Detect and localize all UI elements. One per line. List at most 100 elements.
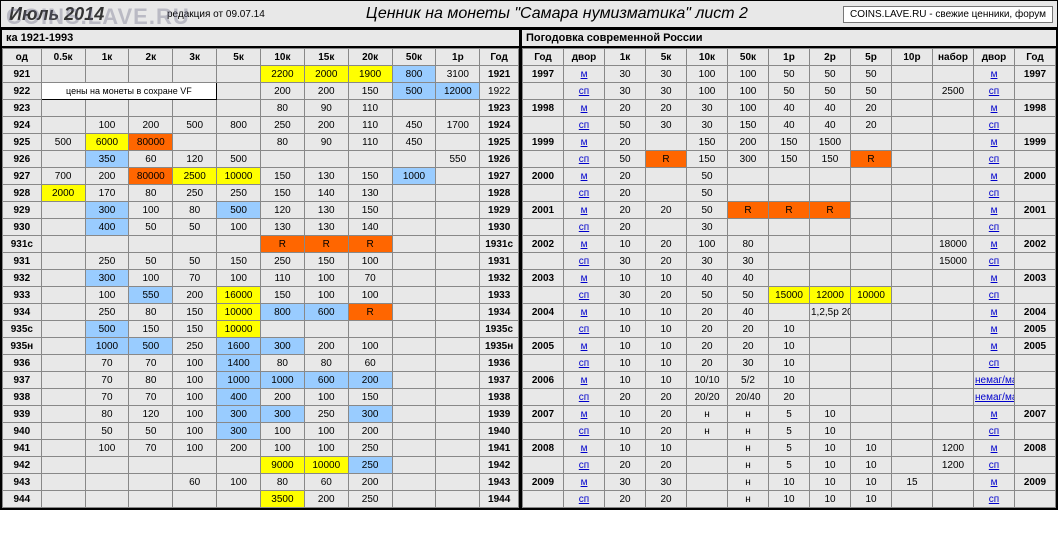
data-cell [260,321,304,338]
data-cell: 80 [173,202,217,219]
data-cell: 100 [687,66,728,83]
data-cell [392,440,436,457]
data-cell: 80000 [129,134,173,151]
data-cell: 300 [728,151,769,168]
data-cell: 40 [810,117,851,134]
data-cell: 40 [769,100,810,117]
data-cell: 120 [260,202,304,219]
data-cell: 60 [348,355,392,372]
data-cell [436,287,480,304]
table-row: 935н100050025016003002001001935н [3,338,519,355]
data-cell [933,304,974,321]
data-cell: 150 [348,83,392,100]
data-cell: 15000 [769,287,810,304]
data-cell: 10 [605,355,646,372]
col-header: 50к [392,49,436,66]
data-cell [933,474,974,491]
data-cell [436,321,480,338]
data-cell: 100 [728,83,769,100]
mint-cell: сп [564,491,605,508]
data-cell: 20 [646,236,687,253]
data-cell: 1998 [1015,100,1056,117]
data-cell [851,389,892,406]
data-cell [892,202,933,219]
table-row: 9342508015010000800600R1934 [3,304,519,321]
data-cell [810,185,851,202]
data-cell: 10 [810,406,851,423]
data-cell: 1,2,5р 2003 - VF [810,304,851,321]
data-cell: 10 [646,270,687,287]
data-cell [728,219,769,236]
data-cell: 100 [348,287,392,304]
table-row: сп2050сп [523,185,1056,202]
data-cell: 80 [260,100,304,117]
data-cell: 1933 [480,287,519,304]
data-cell: 120 [129,406,173,423]
year-cell: 931с [3,236,42,253]
data-cell [728,168,769,185]
data-cell: 50 [728,287,769,304]
col-header: 1к [605,49,646,66]
data-cell: 150 [173,304,217,321]
data-cell: 1942 [480,457,519,474]
year-cell: 935н [3,338,42,355]
data-cell [851,372,892,389]
data-cell [41,355,85,372]
data-cell: 1939 [480,406,519,423]
data-cell [41,406,85,423]
data-cell: 200 [260,389,304,406]
data-cell [392,406,436,423]
data-cell: 1940 [480,423,519,440]
data-cell: 2005 [1015,321,1056,338]
col-header: 1р [769,49,810,66]
data-cell: 20 [646,287,687,304]
data-cell: 1923 [480,100,519,117]
data-cell: 1937 [480,372,519,389]
data-cell: 1921 [480,66,519,83]
data-cell: 400 [217,389,261,406]
data-cell [173,134,217,151]
data-cell: 20 [605,100,646,117]
data-cell: 150 [173,321,217,338]
data-cell [769,185,810,202]
data-cell: 20 [605,185,646,202]
data-cell: 50 [810,83,851,100]
data-cell: 100 [173,406,217,423]
year-cell: 943 [3,474,42,491]
table-row: 2005м1010202010м2005 [523,338,1056,355]
data-cell: 200 [304,491,348,508]
table-row: 931сRRR1931с [3,236,519,253]
data-cell [1015,491,1056,508]
mint-cell: м [564,406,605,423]
year-cell: 928 [3,185,42,202]
col-header: Год [480,49,519,66]
data-cell: 60 [304,474,348,491]
mint-cell: сп [564,423,605,440]
data-cell: 1927 [480,168,519,185]
data-cell: 130 [348,185,392,202]
data-cell [41,270,85,287]
data-cell: 100 [217,474,261,491]
data-cell: 2002 [1015,236,1056,253]
data-cell: 50 [129,253,173,270]
mint-cell: сп [564,457,605,474]
data-cell [933,185,974,202]
data-cell: 70 [173,270,217,287]
col-header: 2к [129,49,173,66]
data-cell: 5 [769,440,810,457]
data-cell: 50 [769,66,810,83]
data-cell: 300 [260,406,304,423]
right-title: Погодовка современной России [522,30,1056,48]
data-cell [392,202,436,219]
data-cell: 500 [217,151,261,168]
table-row: 2001м202050RRRм2001 [523,202,1056,219]
data-cell: 600 [304,304,348,321]
data-cell: 30 [687,100,728,117]
data-cell: 3100 [436,66,480,83]
data-cell: 1935н [480,338,519,355]
header-link[interactable]: COINS.LAVE.RU - свежие ценники, форум [843,6,1053,23]
data-cell: 150 [348,168,392,185]
data-cell: 20 [646,202,687,219]
data-cell [892,134,933,151]
data-cell: 50 [687,202,728,219]
